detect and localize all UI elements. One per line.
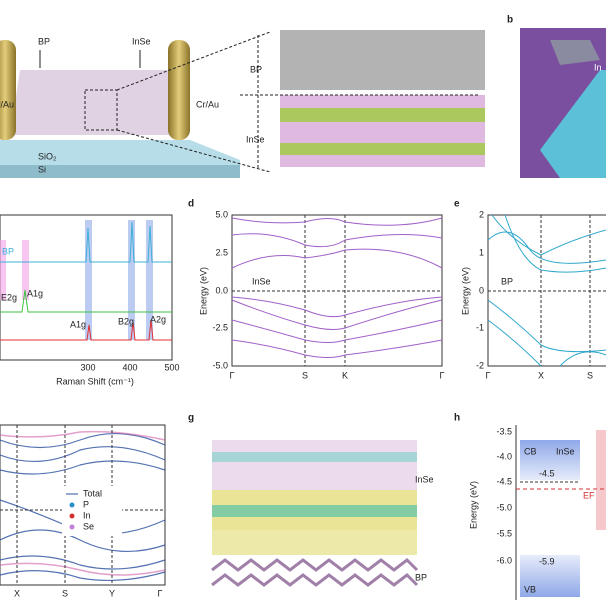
peak-label: A1g (27, 288, 43, 298)
y-tick-label: -6.0 (496, 555, 512, 565)
y-tick-label: -4.0 (496, 451, 512, 461)
label: BP (501, 276, 513, 286)
y-axis-label: Energy (eV) (460, 267, 470, 315)
x-tick-label: Γ (486, 370, 491, 380)
label: EF (583, 490, 595, 500)
label: CB (524, 446, 537, 456)
peak-label: B2g (118, 316, 134, 326)
y-tick-label: -3.5 (496, 426, 512, 436)
panel-letter: b (507, 15, 513, 26)
x-tick-label: S (302, 370, 308, 380)
label: In (594, 62, 602, 72)
label: BP (415, 572, 427, 582)
panel-letter: g (188, 413, 194, 424)
y-axis-label: Energy (eV) (468, 481, 478, 529)
y-tick-label: 2.5 (215, 247, 228, 257)
y-tick-label: -5.5 (496, 528, 512, 538)
peak-label: E2g (1, 292, 17, 302)
peak-label: A2g (150, 314, 166, 324)
flake (550, 40, 600, 65)
legend-label: Total (83, 488, 102, 498)
band-plot (231, 214, 443, 367)
legend-label: In (83, 510, 91, 520)
label: Cr/Au (196, 99, 219, 109)
charge-density-illustration (211, 440, 419, 587)
label: Si (38, 164, 46, 174)
x-tick-label: 500 (164, 362, 179, 372)
label: InSe (556, 446, 575, 456)
y-tick-label: -5.0 (212, 360, 228, 370)
x-tick-label: Γ (158, 588, 163, 598)
panel-letter: h (454, 413, 460, 424)
device-illustration (0, 30, 485, 178)
label: -4.5 (539, 468, 555, 478)
x-tick-label: K (342, 370, 348, 380)
label: SiO₂ (38, 151, 57, 161)
x-tick-label: X (538, 370, 544, 380)
flake (540, 70, 606, 178)
x-tick-label: X (14, 588, 20, 598)
x-tick-label: 300 (80, 362, 95, 372)
label: BP (38, 36, 50, 46)
x-tick-label: S (587, 370, 593, 380)
band-plot (487, 214, 606, 367)
series-label: BP (2, 246, 14, 256)
band-alignment (515, 425, 606, 600)
x-tick-label: Y (109, 588, 115, 598)
y-tick-label: -2.5 (212, 322, 228, 332)
label: -5.9 (539, 556, 555, 566)
y-tick-label: 1 (479, 247, 484, 257)
label: InSe (415, 474, 434, 484)
label: InSe (252, 276, 271, 286)
raman-plot (0, 214, 173, 361)
legend-label: Se (83, 521, 94, 531)
y-tick-label: -5.0 (496, 502, 512, 512)
y-tick-label: 2 (479, 209, 484, 219)
x-axis-label: Raman Shift (cm⁻¹) (56, 376, 134, 386)
x-tick-label: Γ (230, 370, 235, 380)
label: InSe (246, 134, 265, 144)
x-tick-label: Γ (440, 370, 445, 380)
projected-band-plot (0, 424, 166, 586)
label: VB (524, 584, 536, 594)
y-tick-label: 5.0 (215, 209, 228, 219)
x-tick-label: S (62, 588, 68, 598)
peak-label: A1g (70, 319, 86, 329)
label: Cr/Au (0, 99, 14, 109)
panel-letter: e (454, 199, 460, 210)
y-tick-label: 0.0 (215, 285, 228, 295)
y-tick-label: -1 (476, 322, 484, 332)
panel-letter: d (188, 199, 194, 210)
x-tick-label: 400 (122, 362, 137, 372)
y-tick-label: 0 (479, 285, 484, 295)
y-axis-label: Energy (eV) (198, 267, 208, 315)
legend-label: P (83, 499, 89, 509)
y-tick-label: -2 (476, 360, 484, 370)
y-tick-label: -4.5 (496, 476, 512, 486)
label: InSe (132, 36, 151, 46)
label: BP (250, 64, 262, 74)
